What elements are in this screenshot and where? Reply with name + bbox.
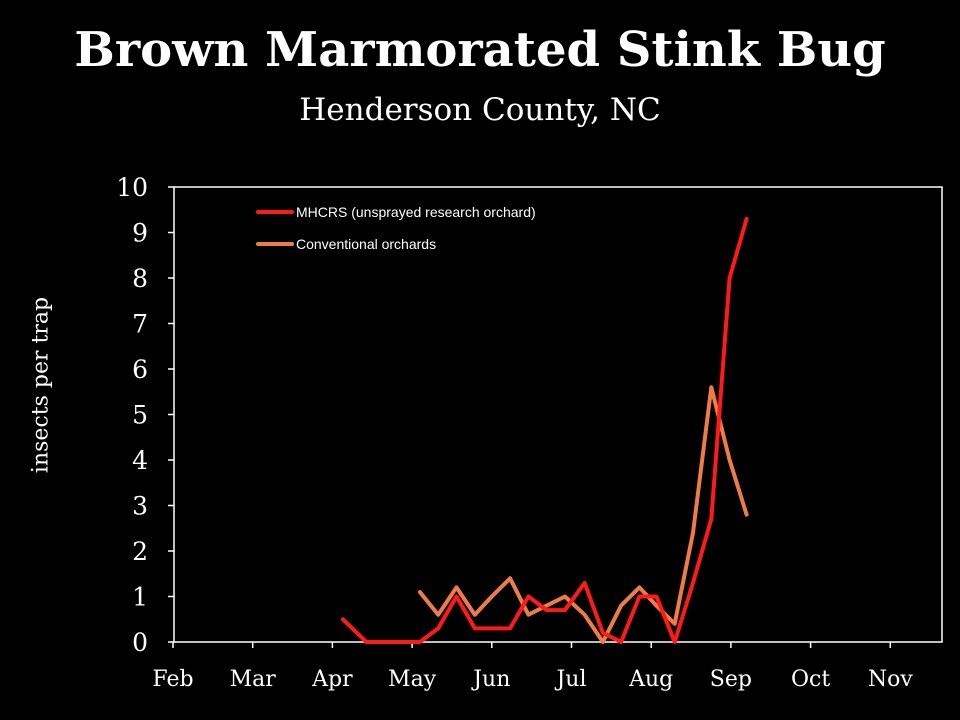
x-tick-label: Sep xyxy=(710,667,752,692)
y-tick-label: 8 xyxy=(132,264,148,293)
y-tick-label: 1 xyxy=(132,583,148,612)
chart-title: Brown Marmorated Stink Bug xyxy=(74,22,886,78)
y-axis: 0 1 2 3 4 5 6 7 8 9 10 xyxy=(116,173,174,657)
x-tick-label: Nov xyxy=(868,667,913,692)
x-tick-label: Feb xyxy=(152,667,193,692)
y-tick-label: 6 xyxy=(132,355,148,384)
x-tick-label: May xyxy=(388,667,437,692)
x-tick-label: Jul xyxy=(554,667,586,692)
y-tick-label: 9 xyxy=(132,219,148,248)
x-tick-label: Oct xyxy=(791,667,830,692)
plot-area xyxy=(173,186,943,643)
x-tick-label: Apr xyxy=(311,667,353,692)
y-tick-label: 4 xyxy=(132,446,148,475)
x-tick-label: Jun xyxy=(471,667,510,692)
x-tick-label: Mar xyxy=(230,667,277,692)
series-line-0 xyxy=(340,216,749,644)
chart-subtitle: Henderson County, NC xyxy=(299,92,661,128)
x-tick-label: Aug xyxy=(628,667,673,692)
legend-label: Conventional orchards xyxy=(296,236,436,252)
y-tick-label: 3 xyxy=(132,492,148,521)
legend-label: MHCRS (unsprayed research orchard) xyxy=(296,204,536,220)
series-layer xyxy=(340,216,749,644)
y-tick-label: 5 xyxy=(132,401,148,430)
y-tick-label: 10 xyxy=(116,173,148,202)
y-tick-label: 0 xyxy=(132,628,148,657)
x-axis: Feb Mar Apr May Jun Jul Aug Sep Oct Nov xyxy=(152,642,913,692)
legend: MHCRS (unsprayed research orchard) Conven… xyxy=(256,204,536,252)
series-line-1 xyxy=(417,385,749,644)
y-tick-label: 2 xyxy=(132,537,148,566)
y-tick-label: 7 xyxy=(132,310,148,339)
